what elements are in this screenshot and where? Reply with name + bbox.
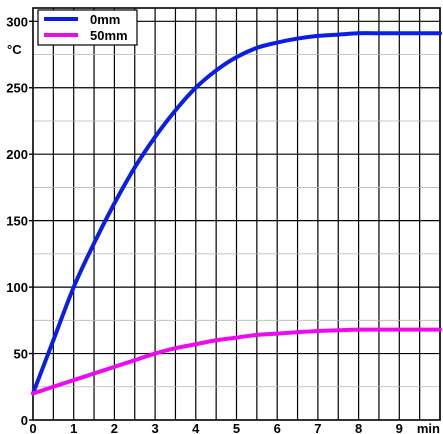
x-tick-label: 4 — [192, 421, 200, 434]
x-tick-label: 1 — [70, 421, 77, 434]
x-tick-label: 3 — [151, 421, 158, 434]
legend-label: 0mm — [90, 12, 120, 27]
x-axis-label: min — [417, 421, 440, 434]
y-tick-label: 200 — [6, 147, 28, 162]
y-tick-label: 250 — [6, 81, 28, 96]
legend-box — [37, 9, 138, 46]
x-tick-label: 8 — [355, 421, 362, 434]
grid-layer — [33, 8, 441, 420]
series-line-0mm — [31, 31, 442, 396]
x-tick-label: 5 — [233, 421, 240, 434]
legend-label: 50mm — [90, 28, 128, 43]
series-layer — [31, 31, 442, 396]
y-tick-label: 50 — [14, 347, 28, 362]
tick-label-layer: 0 50 100 150 200 250 300 0 1 2 3 4 5 6 7 8 9 — [6, 14, 403, 434]
x-tick-label: 0 — [29, 421, 36, 434]
y-tick-label: 300 — [6, 14, 28, 29]
plot-frame — [32, 7, 441, 421]
y-tick-label: 0 — [21, 413, 28, 428]
series-line-50mm — [31, 327, 442, 396]
axis-layer — [29, 7, 441, 421]
y-axis-label: °C — [7, 42, 22, 57]
y-tick-label: 150 — [6, 214, 28, 229]
y-tick-label: 100 — [6, 280, 28, 295]
x-tick-label: 6 — [274, 421, 281, 434]
x-tick-label: 7 — [314, 421, 321, 434]
x-tick-label: 2 — [111, 421, 118, 434]
x-tick-label: 9 — [396, 421, 403, 434]
axis-label-layer: °C min — [7, 42, 440, 434]
